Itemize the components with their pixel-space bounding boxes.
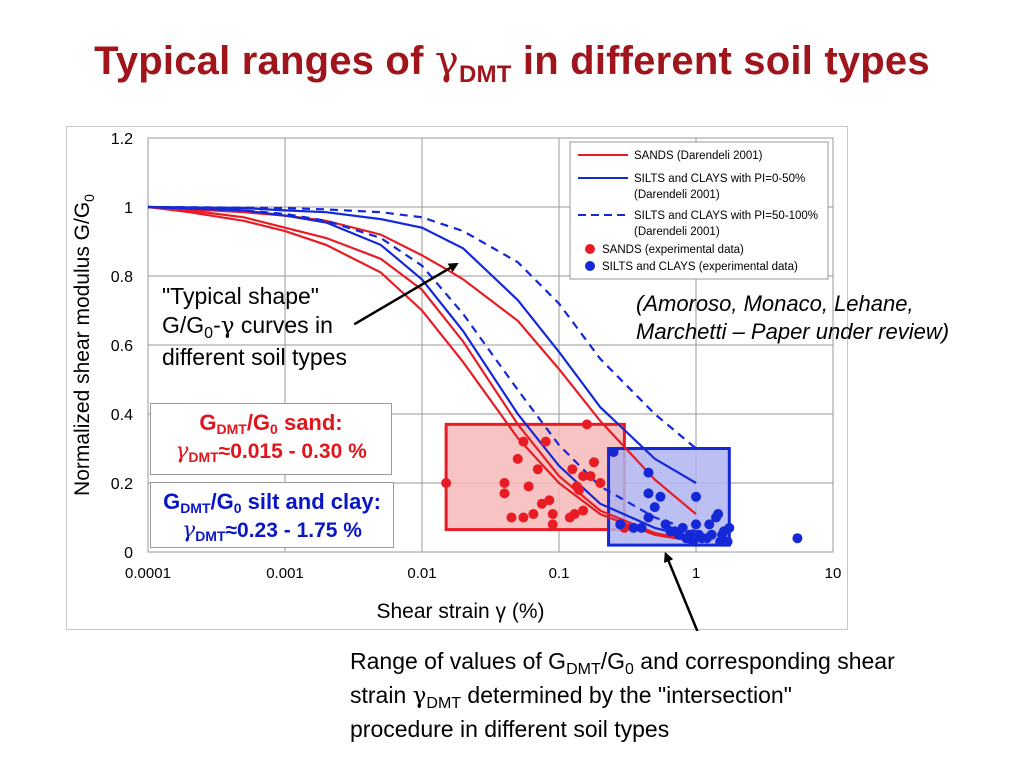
silt-data-point — [691, 519, 701, 530]
legend-entry: (Darendeli 2001) — [634, 189, 720, 201]
silt-data-point — [677, 522, 688, 533]
x-tick-label: 10 — [825, 565, 842, 582]
sand-data-point — [523, 481, 534, 492]
silt-data-point — [636, 522, 647, 533]
silt-data-point — [713, 509, 724, 520]
y-tick-label: 0.6 — [111, 338, 133, 355]
silt-data-point — [704, 519, 715, 530]
sand-data-point — [581, 419, 592, 430]
curve-silt-solid — [147, 205, 697, 484]
silt-data-point — [643, 512, 654, 523]
sand-data-point — [499, 488, 510, 499]
x-tick-label: 0.01 — [407, 565, 436, 582]
sand-data-point — [588, 457, 599, 468]
y-tick-label: 1 — [124, 200, 133, 217]
chart-frame: 0.0001 0.001 0.01 0.1 1 10 0 0.2 0.4 0.6 0.8 1 1.2 Sh… — [66, 126, 848, 631]
silt-data-point — [706, 529, 717, 540]
legend-entry: SANDS (experimental data) — [602, 244, 744, 256]
sand-data-point — [528, 509, 539, 520]
curve-silt-dashed — [147, 205, 697, 533]
legend-entry: SILTS and CLAYS with PI=50-100% — [634, 210, 818, 222]
silt-data-point — [649, 502, 660, 513]
y-tick-label: 0.2 — [111, 476, 133, 493]
silt-data-point — [724, 522, 735, 533]
silt-data-point — [643, 488, 654, 499]
sand-data-point — [512, 453, 523, 464]
silt-data-point — [687, 536, 698, 547]
curve-sand-solid — [147, 205, 697, 543]
curve-sand-solid — [147, 205, 697, 543]
sand-data-point — [441, 478, 452, 488]
x-tick-label: 1 — [692, 565, 700, 582]
silt-data-point — [608, 446, 619, 457]
sand-data-point — [536, 498, 547, 509]
legend-marker — [585, 244, 595, 254]
y-tick-label: 0.8 — [111, 269, 133, 286]
chart-svg: 0.0001 0.001 0.01 0.1 1 10 0 0.2 0.4 0.6 0.8 1 1.2 Sh… — [71, 131, 842, 631]
silt-data-point — [792, 533, 803, 544]
silt-data-point — [628, 522, 639, 533]
sand-data-point — [540, 436, 551, 447]
sand-data-point — [578, 505, 589, 516]
silt-clay-range-box: GDMT/G0 silt and clay: γDMT≈0.23 - 1.75 … — [150, 482, 394, 548]
y-axis-label: Normalized shear modulus G/G0 — [71, 194, 97, 496]
silt-data-point — [722, 536, 733, 547]
sand-range-box: GDMT/G0 sand: γDMT≈0.015 - 0.30 % — [150, 403, 392, 475]
legend-marker — [585, 261, 595, 271]
y-tick-label: 0 — [124, 545, 133, 562]
legend-entry: SANDS (Darendeli 2001) — [634, 150, 763, 162]
typical-shape-note: "Typical shape" G/G0-γ curves in differe… — [162, 283, 347, 370]
sand-data-point — [578, 471, 589, 482]
annotation-arrow — [664, 551, 699, 631]
sand-data-point — [518, 512, 529, 523]
curve-silt-solid — [147, 205, 697, 540]
sand-data-point — [547, 509, 558, 520]
x-tick-label: 0.001 — [266, 565, 304, 582]
silt-data-point — [643, 467, 654, 478]
sand-data-point — [567, 464, 578, 475]
sand-data-point — [595, 478, 606, 488]
sand-data-point — [547, 519, 558, 530]
x-tick-label: 0.0001 — [125, 565, 171, 582]
silt-data-point — [691, 491, 701, 502]
reference-note: (Amoroso, Monaco, Lehane, Marchetti – Pa… — [636, 291, 950, 344]
sand-data-point — [574, 484, 585, 495]
legend-entry: (Darendeli 2001) — [634, 226, 720, 238]
sand-data-point — [585, 471, 596, 482]
sand-data-point — [499, 478, 510, 488]
annotation-arrow — [353, 262, 459, 326]
x-tick-label: 0.1 — [549, 565, 570, 582]
sand-data-point — [532, 464, 543, 475]
legend-entry: SILTS and CLAYS (experimental data) — [602, 261, 798, 273]
silt-data-point — [615, 519, 626, 530]
sand-data-point — [518, 436, 529, 447]
range-note: Range of values of GDMT/G0 and correspon… — [350, 648, 895, 742]
legend-entry: SILTS and CLAYS with PI=0-50% — [634, 173, 805, 185]
silt-data-point — [655, 491, 666, 502]
sand-data-point — [506, 512, 517, 523]
y-tick-label: 1.2 — [111, 131, 133, 148]
slide-title: Typical ranges of γDMT in different soil… — [94, 38, 930, 88]
sand-data-point — [544, 495, 555, 506]
sand-data-point — [569, 509, 580, 520]
legend-box — [569, 141, 829, 280]
y-tick-label: 0.4 — [111, 407, 133, 424]
x-axis-label: Shear strain γ (%) — [376, 600, 544, 623]
curve-silt-dashed — [147, 205, 697, 450]
